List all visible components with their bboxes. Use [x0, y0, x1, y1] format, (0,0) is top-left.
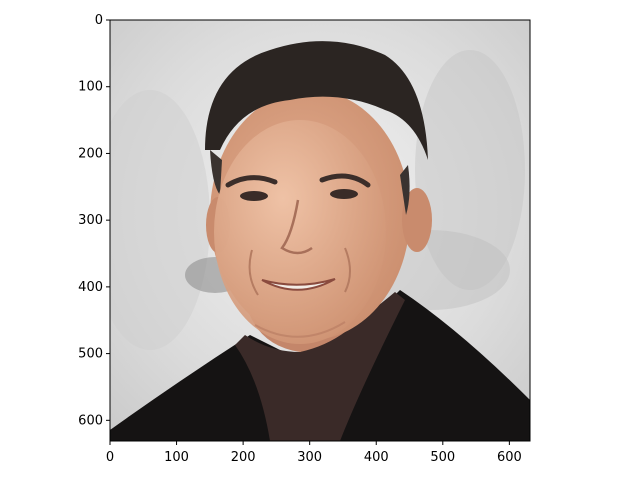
hair	[205, 41, 428, 160]
mouth	[261, 278, 336, 291]
x-tick-label: 300	[297, 450, 322, 465]
background-shape	[110, 90, 210, 350]
y-tick-label: 300	[78, 213, 103, 228]
x-tick-label: 100	[164, 450, 189, 465]
background-shape	[415, 50, 525, 290]
right-ear	[402, 188, 432, 252]
photo	[110, 20, 530, 441]
left-eye	[240, 191, 268, 201]
x-tick-label: 200	[231, 450, 256, 465]
pasted-face-region	[214, 120, 386, 344]
x-tick-label: 500	[430, 450, 455, 465]
x-axis: 0 100 200 300 400 500 600	[106, 441, 522, 465]
x-tick-label: 600	[497, 450, 522, 465]
y-tick-label: 200	[78, 146, 103, 161]
y-tick-label: 400	[78, 280, 103, 295]
x-tick-label: 400	[364, 450, 389, 465]
y-axis: 0 100 200 300 400 500 600	[78, 13, 110, 428]
x-tick-label: 0	[106, 450, 114, 465]
y-tick-label: 0	[95, 13, 103, 28]
shirt-collar	[235, 292, 405, 441]
y-tick-label: 500	[78, 347, 103, 362]
right-eye	[330, 189, 358, 199]
y-tick-label: 600	[78, 413, 103, 428]
axes-frame	[109, 19, 531, 442]
right-eyebrow	[319, 173, 371, 188]
y-tick-label: 100	[78, 80, 103, 95]
left-eyebrow	[225, 175, 278, 188]
sideburn-right	[400, 165, 410, 215]
smile-line-left	[248, 249, 259, 296]
nose	[280, 199, 313, 255]
sideburn-left	[210, 150, 222, 195]
chin-line	[254, 321, 346, 338]
smile-line-right	[344, 247, 351, 293]
